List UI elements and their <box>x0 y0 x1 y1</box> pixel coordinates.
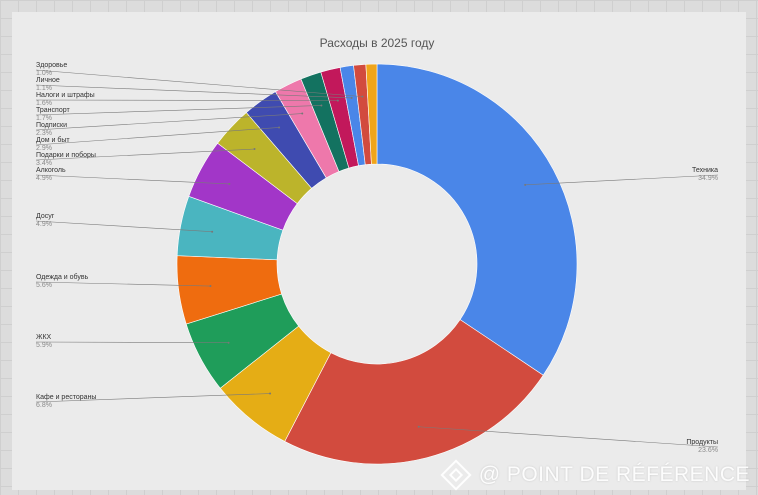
leader-line-6 <box>35 220 213 233</box>
leader-line-5 <box>35 281 211 287</box>
leader-line-11 <box>35 105 322 116</box>
leader-line-12 <box>35 99 338 101</box>
leader-line-14 <box>35 69 363 97</box>
slices-group <box>176 63 578 465</box>
diamond-logo-icon <box>440 459 472 491</box>
slice-percent-10: 2.3% <box>36 130 52 137</box>
watermark-text: @ POINT DE RÉFÉRENCE <box>478 463 750 486</box>
slice-label-7: Алкоголь <box>36 167 66 174</box>
leader-line-4 <box>35 341 229 343</box>
slice-percent-5: 5.6% <box>36 282 52 289</box>
leader-line-3 <box>35 393 271 403</box>
slice-label-14: Здоровье <box>36 62 67 69</box>
slice-percent-8: 3.4% <box>36 160 52 167</box>
leader-line-1 <box>525 174 719 186</box>
slice-label-3: Кафе и рестораны <box>36 394 96 401</box>
slice-percent-4: 5.9% <box>36 342 52 349</box>
leader-line-7 <box>35 174 230 185</box>
leader-line-13 <box>35 84 352 99</box>
slice-label-5: Одежда и обувь <box>36 273 89 281</box>
slice-label-2: Продукты <box>686 439 718 446</box>
slice-label-10: Подписки <box>36 122 67 129</box>
slice-label-11: Транспорт <box>36 107 70 114</box>
slice-label-4: ЖКХ <box>36 334 52 341</box>
slice-label-12: Налоги и штрафы <box>36 92 95 99</box>
slice-label-8: Подарки и поборы <box>36 151 96 159</box>
slice-percent-7: 4.9% <box>36 175 52 182</box>
slice-percent-2: 23.6% <box>698 447 718 454</box>
slice-percent-6: 4.9% <box>36 221 52 228</box>
leader-line-9 <box>35 127 280 146</box>
slice-percent-12: 1.6% <box>36 100 52 107</box>
leader-line-10 <box>35 113 303 131</box>
slice-2[interactable] <box>284 319 544 465</box>
leader-lines-group <box>35 69 719 448</box>
watermark: @ POINT DE RÉFÉRENCE <box>440 459 750 491</box>
chart-title: Расходы в 2025 году <box>320 36 435 50</box>
slice-15[interactable] <box>365 63 378 165</box>
slice-1[interactable] <box>376 63 578 376</box>
slice-percent-14: 1.0% <box>36 70 52 77</box>
slice-label-13: Личное <box>36 77 60 84</box>
slice-percent-3: 6.8% <box>36 402 52 409</box>
leader-line-8 <box>35 148 255 161</box>
leader-line-2 <box>418 426 719 448</box>
slice-percent-1: 34.9% <box>698 175 718 182</box>
slice-percent-9: 2.9% <box>36 145 52 152</box>
slice-percent-11: 1.7% <box>36 115 52 122</box>
slice-label-6: Досуг <box>36 213 55 220</box>
slice-label-1: Техника <box>692 167 718 174</box>
slice-label-9: Дом и быт <box>36 136 70 144</box>
slice-percent-13: 1.1% <box>36 85 52 92</box>
